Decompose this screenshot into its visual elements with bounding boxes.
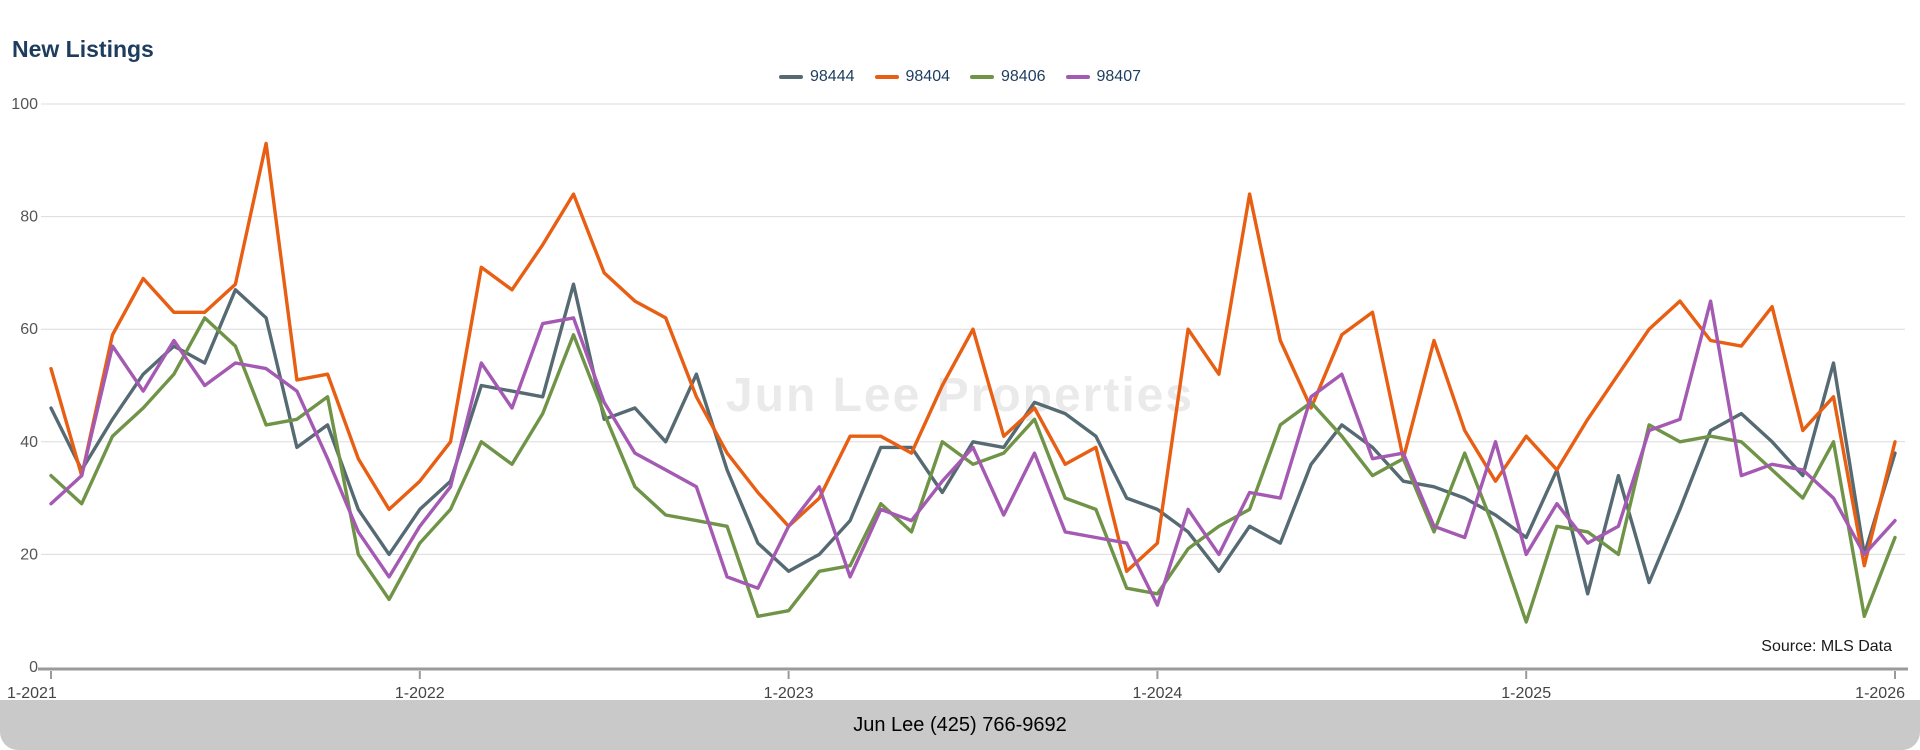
- footer-bar: Jun Lee (425) 766-9692: [0, 700, 1920, 750]
- y-axis-tick-label: 40: [20, 434, 38, 451]
- series-line-98404: [49, 141, 1897, 573]
- legend-label-98404: 98404: [905, 68, 951, 85]
- y-axis-tick-label: 100: [11, 96, 38, 113]
- x-axis-tick-label: 1-2021: [7, 685, 57, 702]
- legend-label-98406: 98406: [1001, 68, 1046, 85]
- chart-title: New Listings: [12, 36, 154, 62]
- x-axis-tick-label: 1-2025: [1501, 685, 1551, 702]
- series-line-98407: [49, 299, 1897, 607]
- legend-item-98407[interactable]: 98407: [1065, 68, 1142, 86]
- series-line-98444: [49, 282, 1897, 596]
- line-chart: 0 20 40 60 80 100 1-2021 1-2022 1-2023 1-2024 1-20…: [7, 96, 1908, 702]
- y-axis-tick-label: 0: [29, 659, 38, 676]
- source-note: Source: MLS Data: [1761, 638, 1892, 655]
- legend-swatch-98406: [970, 75, 994, 79]
- chart-area: 0 20 40 60 80 100 1-2021 1-2022 1-2023 1-2024 1-20…: [7, 96, 1908, 702]
- legend-item-98444[interactable]: 98444: [779, 68, 855, 86]
- legend-swatch-98404: [874, 75, 899, 79]
- x-axis-tick-label: 1-2023: [764, 685, 814, 702]
- series-line-98406: [49, 316, 1897, 624]
- legend-label-98407: 98407: [1096, 68, 1142, 85]
- legend-label-98444: 98444: [810, 68, 855, 85]
- footer-contact: Jun Lee (425) 766-9692: [853, 713, 1067, 736]
- legend-swatch-98407: [1065, 75, 1090, 79]
- y-axis-tick-label: 60: [20, 321, 38, 338]
- x-axis-tick-label: 1-2024: [1132, 685, 1182, 702]
- y-axis-tick-label: 80: [20, 209, 38, 226]
- legend-item-98406[interactable]: 98406: [970, 68, 1046, 86]
- x-axis-tick-label: 1-2022: [395, 685, 445, 702]
- y-axis-tick-label: 20: [20, 546, 38, 563]
- legend-swatch-98444: [779, 75, 803, 79]
- x-axis-tick-label: 1-2026: [1855, 685, 1905, 702]
- chart-legend: 98444 98404 98406 98407: [0, 68, 1920, 86]
- legend-item-98404[interactable]: 98404: [874, 68, 951, 86]
